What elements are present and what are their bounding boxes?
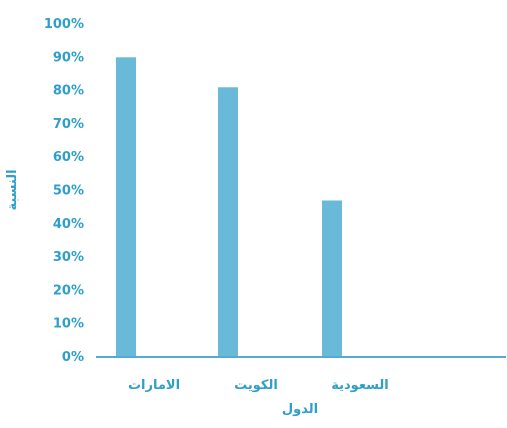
y-axis-ticks: 0% 10% 20% 30% 40% 50% 60% 70% 80% 90% 100% (44, 17, 84, 365)
y-tick-label: 40% (53, 217, 84, 232)
x-tick-label: السعودية (331, 378, 389, 393)
y-tick-label: 90% (53, 50, 84, 65)
y-tick-label: 70% (53, 117, 84, 132)
y-tick-label: 20% (53, 283, 84, 298)
y-tick-label: 30% (53, 250, 84, 265)
x-tick-label: الامارات (128, 378, 180, 393)
y-tick-label: 60% (53, 150, 84, 165)
x-axis-labels: الامارات الكويت السعودية (128, 378, 389, 393)
y-tick-label: 50% (53, 184, 84, 199)
bar (322, 200, 342, 357)
y-tick-label: 10% (53, 317, 84, 332)
y-tick-label: 100% (44, 17, 84, 32)
y-tick-label: 80% (53, 84, 84, 99)
x-axis-title: الدول (282, 402, 318, 417)
bar (218, 87, 238, 358)
bars (116, 57, 342, 358)
bar (116, 57, 136, 358)
y-tick-label: 0% (62, 350, 84, 365)
x-tick-label: الكويت (234, 378, 278, 393)
y-axis-title: النسبة (5, 169, 20, 210)
